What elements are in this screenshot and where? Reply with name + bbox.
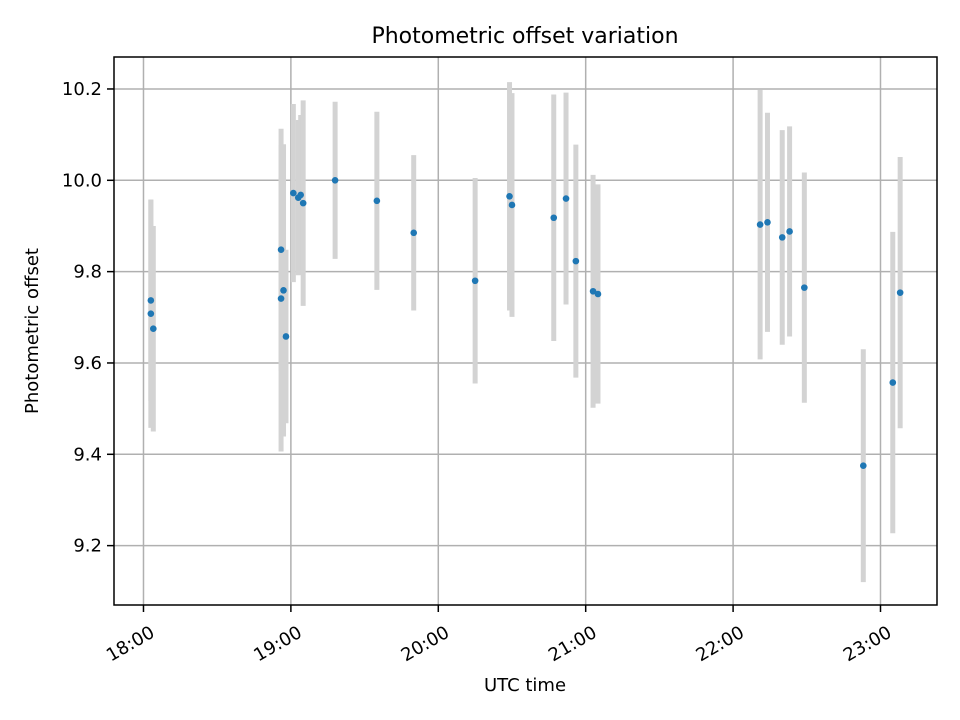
y-tick-label: 10.2	[62, 79, 102, 100]
data-point	[801, 284, 808, 291]
x-tick-label: 20:00	[398, 622, 453, 666]
data-point	[373, 197, 381, 205]
y-tick-label: 9.2	[73, 536, 102, 557]
data-point	[290, 189, 297, 197]
data-point	[550, 214, 558, 222]
error-bars	[148, 82, 903, 583]
data-point	[508, 201, 516, 209]
y-axis-label: Photometric offset	[22, 248, 43, 414]
data-point	[410, 229, 418, 237]
data-point	[859, 462, 867, 470]
y-tick-label: 9.4	[73, 444, 102, 465]
data-point	[280, 287, 287, 294]
x-tick-label: 22:00	[692, 622, 747, 666]
x-axis-ticks: 18:00 19:00 20:00 21:00 22:00 23:00	[103, 605, 895, 666]
plot-frame	[113, 56, 938, 606]
data-point	[277, 246, 285, 254]
data-points	[147, 177, 904, 470]
data-point	[147, 310, 155, 317]
data-point	[562, 195, 570, 202]
data-point	[471, 277, 479, 285]
grid	[114, 57, 937, 605]
data-point	[297, 191, 305, 199]
data-point	[764, 219, 771, 226]
data-point	[277, 295, 285, 302]
data-point	[594, 290, 602, 298]
data-point	[147, 297, 155, 304]
data-point	[889, 379, 897, 386]
data-point	[786, 228, 793, 235]
y-tick-label: 9.8	[73, 262, 102, 283]
x-tick-label: 21:00	[545, 622, 600, 666]
x-tick-label: 23:00	[840, 622, 895, 666]
x-tick-label: 18:00	[103, 622, 158, 666]
data-point	[506, 192, 513, 200]
x-axis-label: UTC time	[484, 675, 566, 696]
data-point	[756, 221, 764, 228]
data-point	[331, 177, 339, 184]
y-tick-label: 9.6	[73, 353, 102, 374]
data-point	[589, 287, 597, 295]
data-point	[572, 257, 580, 265]
data-point	[778, 234, 786, 241]
y-tick-label: 10.0	[62, 170, 102, 191]
data-point	[282, 333, 290, 340]
chart-title: Photometric offset variation	[371, 24, 678, 49]
data-point	[299, 199, 307, 207]
data-point	[150, 325, 157, 333]
y-axis-ticks: 9.2 9.4 9.6 9.8 10.0 10.2	[62, 79, 114, 557]
data-point	[896, 289, 904, 296]
x-tick-label: 19:00	[250, 622, 305, 666]
